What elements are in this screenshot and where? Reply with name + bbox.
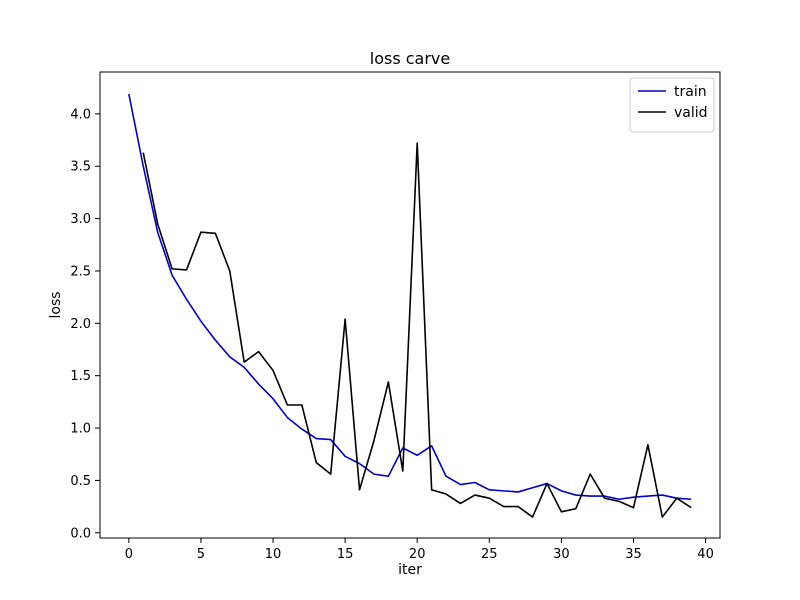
x-tick-label: 35 (625, 547, 642, 562)
legend-label-train: train (674, 84, 707, 100)
x-tick-label: 10 (265, 547, 282, 562)
y-tick-label: 4.0 (70, 107, 91, 122)
plot-frame (99, 71, 721, 539)
x-axis-label: iter (398, 562, 422, 578)
y-tick-label: 3.5 (70, 160, 91, 175)
legend: train valid (629, 77, 715, 133)
y-axis-label: loss (48, 291, 64, 318)
x-tick-label: 40 (697, 547, 714, 562)
x-tick-label: 5 (197, 547, 205, 562)
series-line-train (128, 93, 692, 501)
x-tick-label: 0 (125, 547, 133, 562)
x-tick-label: 20 (409, 547, 426, 562)
legend-label-valid: valid (674, 105, 708, 121)
y-tick-label: 3.0 (70, 212, 91, 227)
y-tick-label: 0.0 (70, 526, 91, 541)
y-tick-label: 2.0 (70, 317, 91, 332)
x-tick-label: 25 (481, 547, 498, 562)
x-tick-label: 15 (337, 547, 354, 562)
y-tick-label: 1.0 (70, 422, 91, 437)
y-tick-label: 2.5 (70, 264, 91, 279)
y-tick-label: 0.5 (70, 474, 91, 489)
chart-title: loss carve (370, 49, 450, 68)
y-tick-label: 1.5 (70, 369, 91, 384)
x-tick-label: 30 (553, 547, 570, 562)
series-line-valid (142, 142, 692, 518)
